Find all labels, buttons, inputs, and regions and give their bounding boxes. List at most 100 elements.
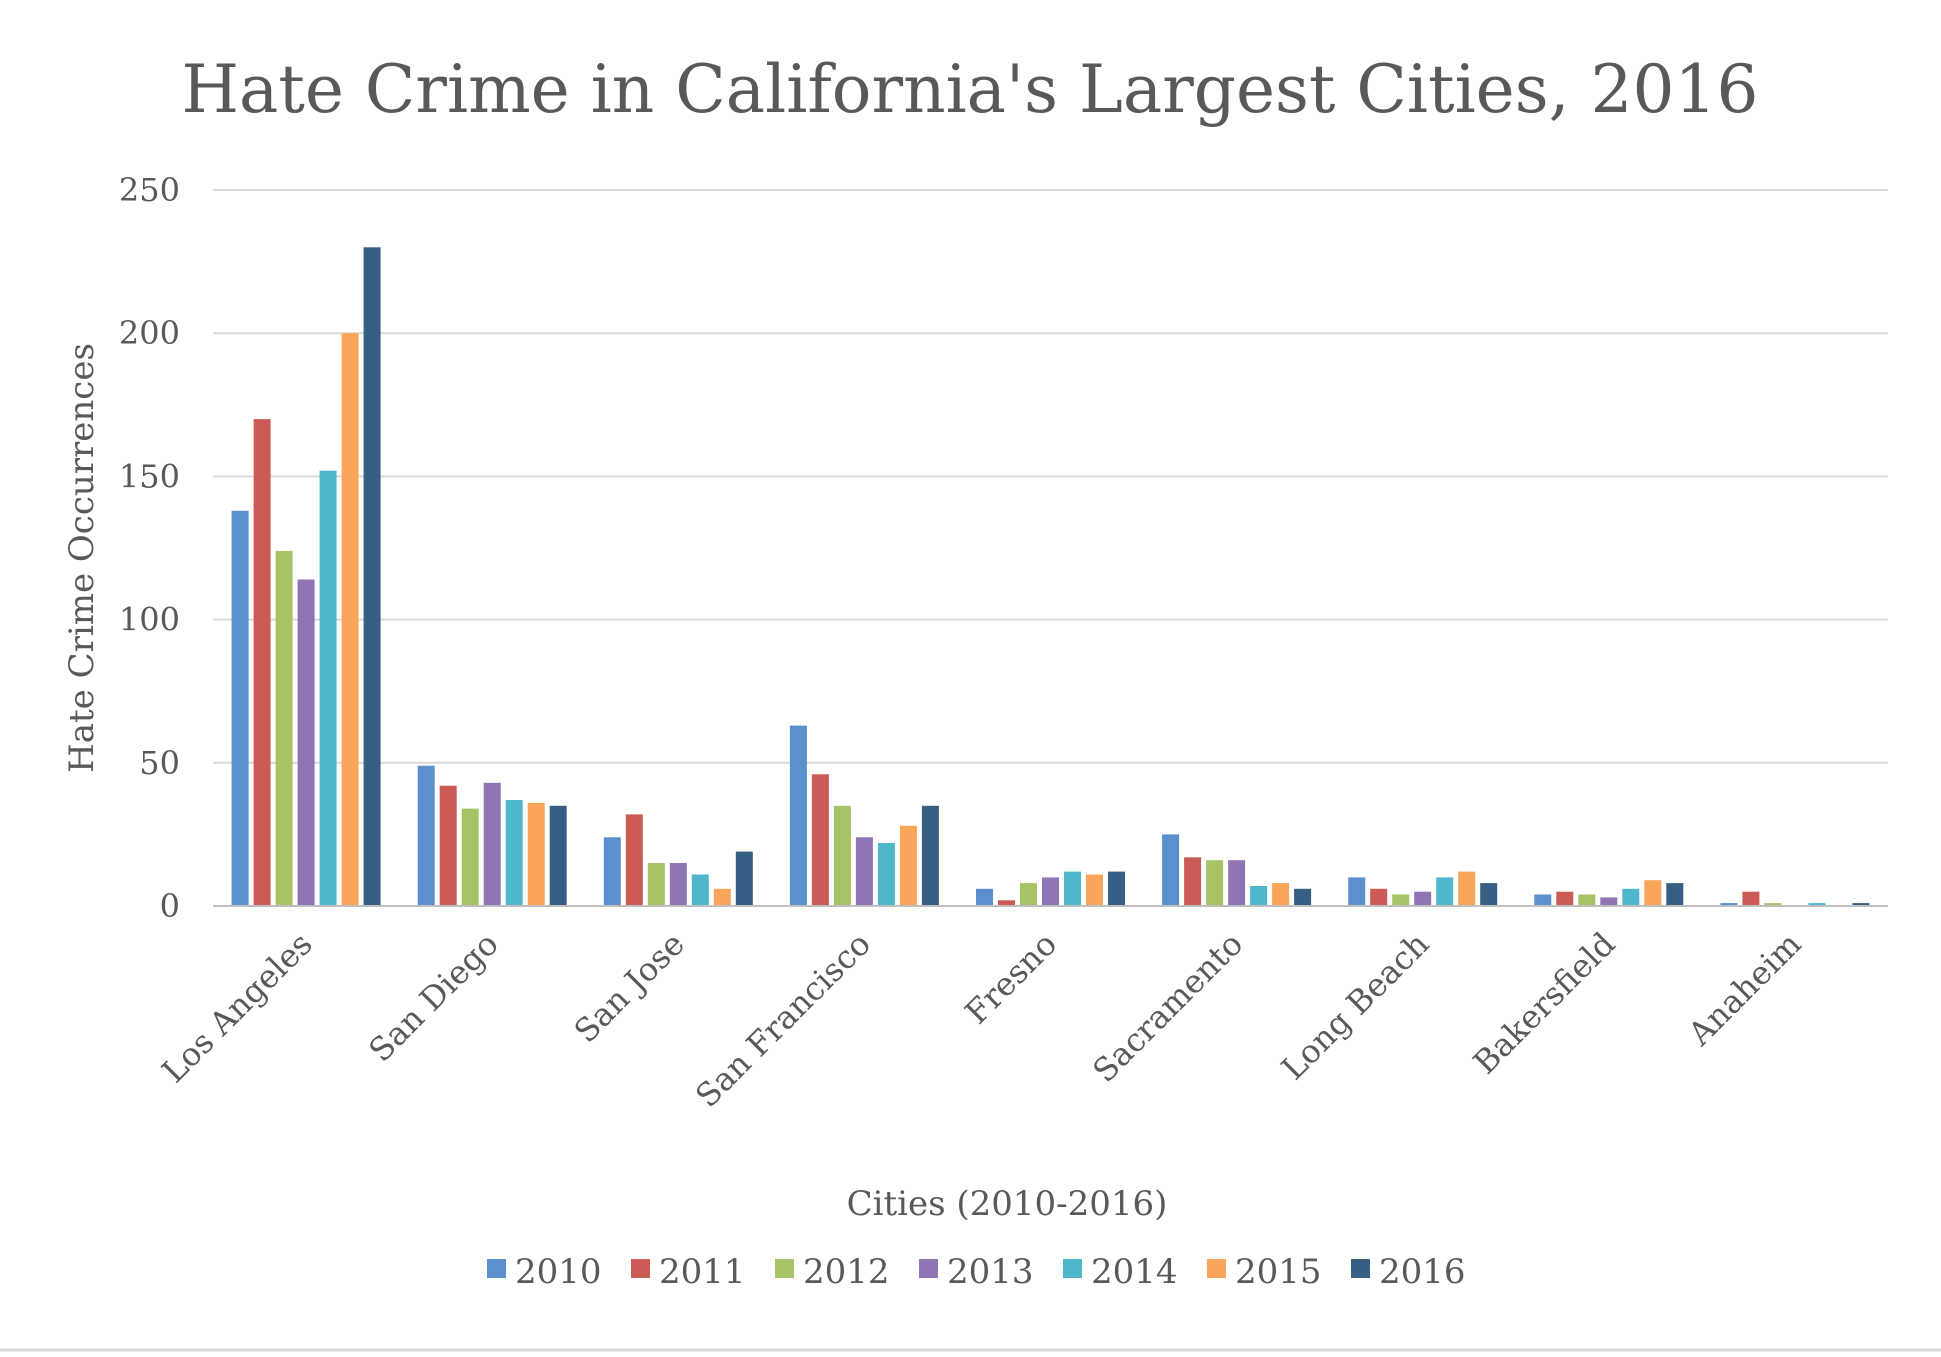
bar-san-diego-2011	[439, 785, 457, 906]
legend-label-2015: 2015	[1235, 1252, 1322, 1292]
x-tick-label: Los Angeles	[154, 925, 319, 1090]
bar-long-beach-2016	[1480, 883, 1498, 906]
legend-swatch-2015	[1207, 1259, 1226, 1278]
bar-san-jose-2012	[647, 863, 665, 906]
bar-fresno-2016	[1108, 871, 1125, 906]
x-tick-label: Anaheim	[1680, 925, 1809, 1054]
legend-label-2012: 2012	[803, 1252, 890, 1292]
y-tick-label: 50	[139, 744, 180, 782]
bar-san-francisco-2011	[811, 774, 829, 906]
bar-los-angeles-2012	[275, 550, 293, 906]
bar-sacramento-2012	[1206, 860, 1224, 906]
bar-bakersfield-2010	[1534, 894, 1552, 906]
y-tick-label: 0	[160, 887, 180, 925]
bar-sacramento-2011	[1184, 857, 1202, 906]
bar-san-francisco-2015	[899, 825, 917, 906]
bar-bakersfield-2016	[1666, 883, 1684, 906]
legend-label-2014: 2014	[1091, 1252, 1178, 1292]
y-tick-label: 200	[119, 314, 180, 352]
bar-san-diego-2010	[417, 765, 435, 906]
y-tick-label: 150	[119, 457, 180, 495]
legend-label-2010: 2010	[515, 1252, 602, 1292]
y-tick-label: 250	[119, 171, 180, 209]
bar-bakersfield-2013	[1600, 897, 1618, 906]
bar-bakersfield-2012	[1578, 894, 1596, 906]
x-tick-label: Sacramento	[1085, 925, 1250, 1090]
bar-san-diego-2014	[505, 800, 523, 906]
bar-anaheim-2012	[1764, 903, 1782, 906]
bar-anaheim-2014	[1808, 903, 1826, 906]
x-tick-label: Long Beach	[1274, 925, 1437, 1088]
legend-swatch-2016	[1351, 1259, 1370, 1278]
bar-long-beach-2013	[1414, 891, 1432, 906]
y-tick-label: 100	[119, 601, 180, 639]
bar-san-jose-2010	[603, 837, 621, 906]
bar-san-francisco-2014	[877, 843, 895, 906]
chart-title: Hate Crime in California's Largest Citie…	[181, 51, 1758, 128]
bar-san-jose-2015	[713, 888, 731, 906]
bar-fresno-2014	[1064, 871, 1081, 906]
bar-los-angeles-2015	[341, 333, 359, 906]
bar-los-angeles-2011	[253, 419, 271, 906]
y-axis-tick-labels: 0 50 100 150 200 250	[119, 171, 180, 925]
bar-fresno-2015	[1086, 874, 1103, 906]
bars	[231, 247, 1870, 907]
bar-long-beach-2014	[1436, 877, 1454, 906]
legend-label-2011: 2011	[659, 1252, 746, 1292]
bar-los-angeles-2016	[363, 247, 381, 907]
bar-san-jose-2016	[735, 851, 753, 906]
legend-swatch-2013	[919, 1259, 938, 1278]
bar-san-francisco-2012	[833, 805, 851, 906]
bar-san-diego-2016	[549, 805, 567, 906]
bar-los-angeles-2014	[319, 470, 337, 906]
bar-sacramento-2010	[1162, 834, 1180, 906]
x-tick-label: Bakersfield	[1466, 925, 1623, 1082]
legend-swatch-2011	[631, 1259, 650, 1278]
bar-long-beach-2011	[1370, 888, 1388, 906]
bar-los-angeles-2010	[231, 510, 249, 906]
legend: 2010 2011 2012 2013 2014 2015 2016	[487, 1252, 1466, 1292]
bar-sacramento-2014	[1250, 886, 1268, 906]
bar-long-beach-2015	[1458, 871, 1476, 906]
bar-san-jose-2011	[625, 814, 643, 906]
bar-sacramento-2015	[1272, 883, 1290, 906]
legend-label-2013: 2013	[947, 1252, 1034, 1292]
bar-san-francisco-2010	[789, 725, 807, 906]
bar-los-angeles-2013	[297, 579, 315, 906]
y-axis-title: Hate Crime Occurrences	[62, 343, 102, 773]
legend-label-2016: 2016	[1379, 1252, 1466, 1292]
x-axis-title: Cities (2010-2016)	[847, 1184, 1168, 1224]
bar-long-beach-2010	[1348, 877, 1366, 906]
bar-bakersfield-2011	[1556, 891, 1574, 906]
bar-san-diego-2013	[483, 782, 501, 906]
bar-san-jose-2013	[669, 863, 687, 906]
bar-fresno-2012	[1020, 883, 1037, 906]
legend-swatch-2012	[775, 1259, 794, 1278]
bar-san-diego-2012	[461, 808, 479, 906]
bar-anaheim-2010	[1720, 903, 1738, 906]
bar-long-beach-2012	[1392, 894, 1410, 906]
gridlines	[213, 189, 1888, 764]
bar-fresno-2011	[998, 900, 1015, 906]
x-tick-label: San Jose	[567, 925, 692, 1050]
bar-bakersfield-2015	[1644, 880, 1662, 906]
bar-sacramento-2013	[1228, 860, 1246, 906]
x-tick-label: Fresno	[958, 925, 1065, 1032]
bar-san-jose-2014	[691, 874, 709, 906]
legend-swatch-2010	[487, 1259, 506, 1278]
legend-swatch-2014	[1063, 1259, 1082, 1278]
x-tick-label: San Francisco	[688, 925, 878, 1115]
bar-fresno-2010	[976, 888, 993, 906]
bar-san-diego-2015	[527, 802, 545, 906]
bar-san-francisco-2013	[855, 837, 873, 906]
bar-anaheim-2016	[1852, 903, 1870, 906]
bar-bakersfield-2014	[1622, 888, 1640, 906]
bar-fresno-2013	[1042, 877, 1059, 906]
x-tick-label: San Diego	[361, 925, 506, 1070]
bar-sacramento-2016	[1294, 888, 1312, 906]
bar-anaheim-2011	[1742, 891, 1760, 906]
bar-san-francisco-2016	[921, 805, 939, 906]
